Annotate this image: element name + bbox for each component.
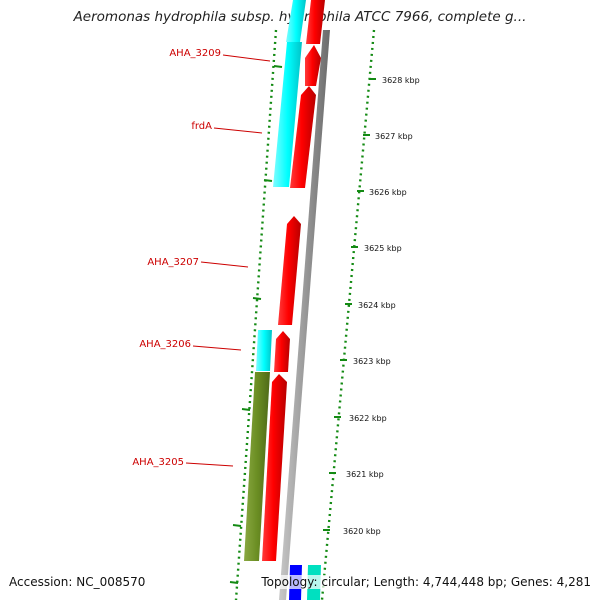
scale-label-3626: 3626 kbp — [369, 188, 407, 197]
scale-label-3620: 3620 kbp — [343, 527, 381, 536]
scale-label-3623: 3623 kbp — [353, 357, 391, 366]
accession-text: Accession: NC_008570 — [9, 575, 146, 589]
scale-label-3624: 3624 kbp — [358, 301, 396, 310]
gene-label-aha-3207[interactable]: AHA_3207 — [147, 257, 199, 268]
cds-arrow — [306, 0, 325, 44]
cyan-feature — [256, 330, 272, 371]
cds-arrow — [278, 216, 301, 325]
gene-label-aha-3209[interactable]: AHA_3209 — [169, 48, 221, 59]
cyan-feature — [273, 42, 302, 187]
cds-arrow — [274, 331, 290, 372]
scale-label-3621: 3621 kbp — [346, 470, 384, 479]
scale-label-3628: 3628 kbp — [382, 76, 420, 85]
scale-label-3625: 3625 kbp — [364, 244, 402, 253]
gene-label-aha-3205[interactable]: AHA_3205 — [132, 457, 184, 468]
cds-arrow — [262, 374, 287, 561]
cyan-feature — [286, 0, 306, 42]
backbone-track — [279, 30, 330, 600]
cds-arrow — [305, 45, 321, 86]
scale-label-3622: 3622 kbp — [349, 414, 387, 423]
scale-ticks — [323, 78, 376, 531]
gene-label-leaders — [185, 54, 271, 467]
cds-arrow — [290, 86, 316, 188]
inner-ring-ticks — [229, 65, 283, 584]
olive-feature — [244, 372, 270, 561]
gene-label-aha-3206[interactable]: AHA_3206 — [139, 339, 191, 350]
gene-label-frda[interactable]: frdA — [191, 121, 212, 132]
genome-stats-text: Topology: circular; Length: 4,744,448 bp… — [261, 575, 591, 589]
outer-dotted-ring — [320, 29, 376, 600]
scale-label-3627: 3627 kbp — [375, 132, 413, 141]
